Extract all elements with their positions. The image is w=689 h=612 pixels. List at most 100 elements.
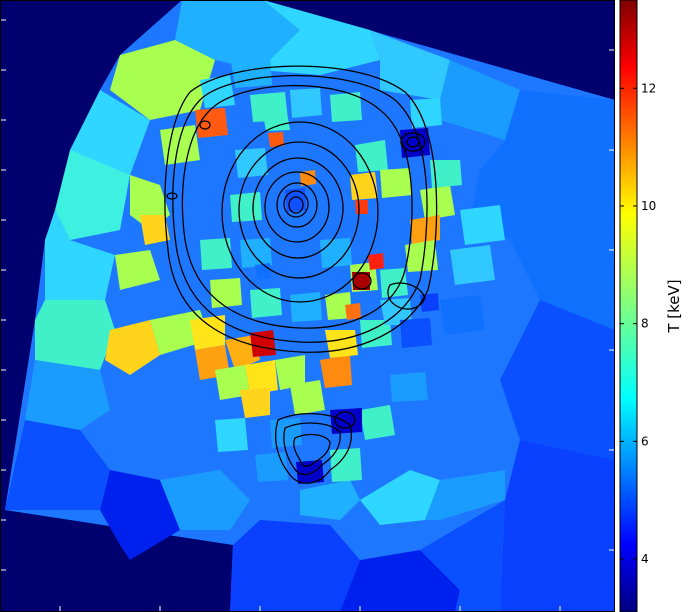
bin: [250, 92, 288, 122]
contour: [400, 132, 426, 152]
bin: [460, 205, 505, 245]
contour: [275, 413, 352, 484]
hot-bin: [195, 108, 228, 138]
bin: [190, 315, 225, 350]
bin: [70, 90, 150, 175]
bin: [110, 40, 215, 120]
bin: [230, 55, 272, 88]
bin: [55, 150, 130, 240]
bin: [505, 90, 615, 200]
bin: [440, 295, 485, 335]
bin: [380, 168, 412, 198]
bin: [350, 172, 378, 200]
bin: [250, 288, 282, 318]
contour: [293, 433, 331, 467]
bin: [390, 372, 428, 402]
contour: [406, 136, 420, 148]
bin: [105, 320, 160, 375]
bin: [355, 140, 388, 172]
bin: [5, 420, 110, 510]
contour: [288, 196, 304, 214]
colorbar-label: T [keV]: [665, 279, 683, 333]
bin: [330, 448, 362, 482]
bin: [410, 98, 442, 128]
bin: [200, 75, 235, 108]
hot-bin: [300, 170, 316, 186]
colorbar-tick-label: 10: [641, 199, 656, 213]
bin: [175, 0, 300, 70]
contour: [181, 84, 413, 329]
contour: [252, 157, 344, 259]
bin: [290, 88, 322, 118]
contour: [387, 282, 426, 310]
bin: [430, 160, 462, 188]
hot-bin: [250, 330, 276, 357]
bin: [325, 292, 352, 320]
bin: [210, 278, 242, 308]
temperature-map: [0, 0, 615, 612]
bin: [325, 330, 358, 358]
bin: [115, 250, 160, 290]
contour: [352, 272, 372, 290]
bin: [230, 192, 262, 222]
bin: [320, 355, 352, 388]
bin: [400, 318, 432, 348]
bin: [260, 0, 380, 75]
colorbar-tick-label: 6: [641, 434, 649, 448]
bin: [290, 380, 325, 415]
bin: [405, 240, 438, 272]
hot-bin: [264, 118, 290, 131]
bin: [410, 215, 440, 245]
contour: [199, 120, 211, 130]
hot-bin: [345, 303, 361, 320]
bin: [215, 418, 248, 452]
bin: [140, 215, 170, 245]
bin: [360, 470, 440, 525]
bin: [380, 268, 408, 298]
bin: [200, 238, 232, 270]
bin: [25, 360, 110, 430]
bin: [425, 470, 505, 520]
contour: [283, 422, 341, 476]
bin: [360, 405, 395, 440]
hot-bin: [352, 272, 370, 290]
bin: [440, 60, 520, 140]
bin: [225, 335, 260, 370]
cold-bin: [285, 188, 306, 212]
hot-bin: [368, 253, 384, 270]
brightness-contours: [164, 65, 438, 484]
hot-bin: [268, 132, 284, 147]
colorbar-ticks: 4 6 8 10 12: [620, 81, 656, 566]
bin: [160, 125, 200, 165]
bin: [100, 470, 180, 560]
contour: [264, 171, 330, 243]
bin: [300, 480, 360, 520]
contour: [238, 141, 360, 279]
bin: [380, 298, 412, 325]
contour: [166, 192, 178, 200]
bin: [160, 470, 250, 530]
bin: [270, 418, 302, 448]
cold-bin: [255, 263, 271, 280]
contour: [172, 74, 428, 343]
bin: [240, 388, 270, 418]
hot-bin: [355, 200, 368, 214]
bin: [35, 300, 115, 370]
temperature-bins: [5, 0, 615, 612]
bin: [230, 520, 360, 612]
contour: [334, 411, 356, 429]
bin: [340, 550, 460, 612]
colorbar: 4 6 8 10 12 T [keV]: [619, 0, 683, 612]
bin: [330, 92, 362, 122]
bin: [290, 292, 322, 322]
bin: [275, 355, 305, 390]
contour: [221, 121, 379, 303]
bin: [255, 452, 288, 482]
bin: [45, 210, 115, 300]
colorbar-gradient: [619, 0, 638, 612]
contour: [164, 65, 438, 353]
bin: [420, 500, 505, 612]
bin: [420, 185, 455, 220]
colorbar-tick-label: 12: [641, 81, 656, 95]
bin: [470, 140, 615, 330]
